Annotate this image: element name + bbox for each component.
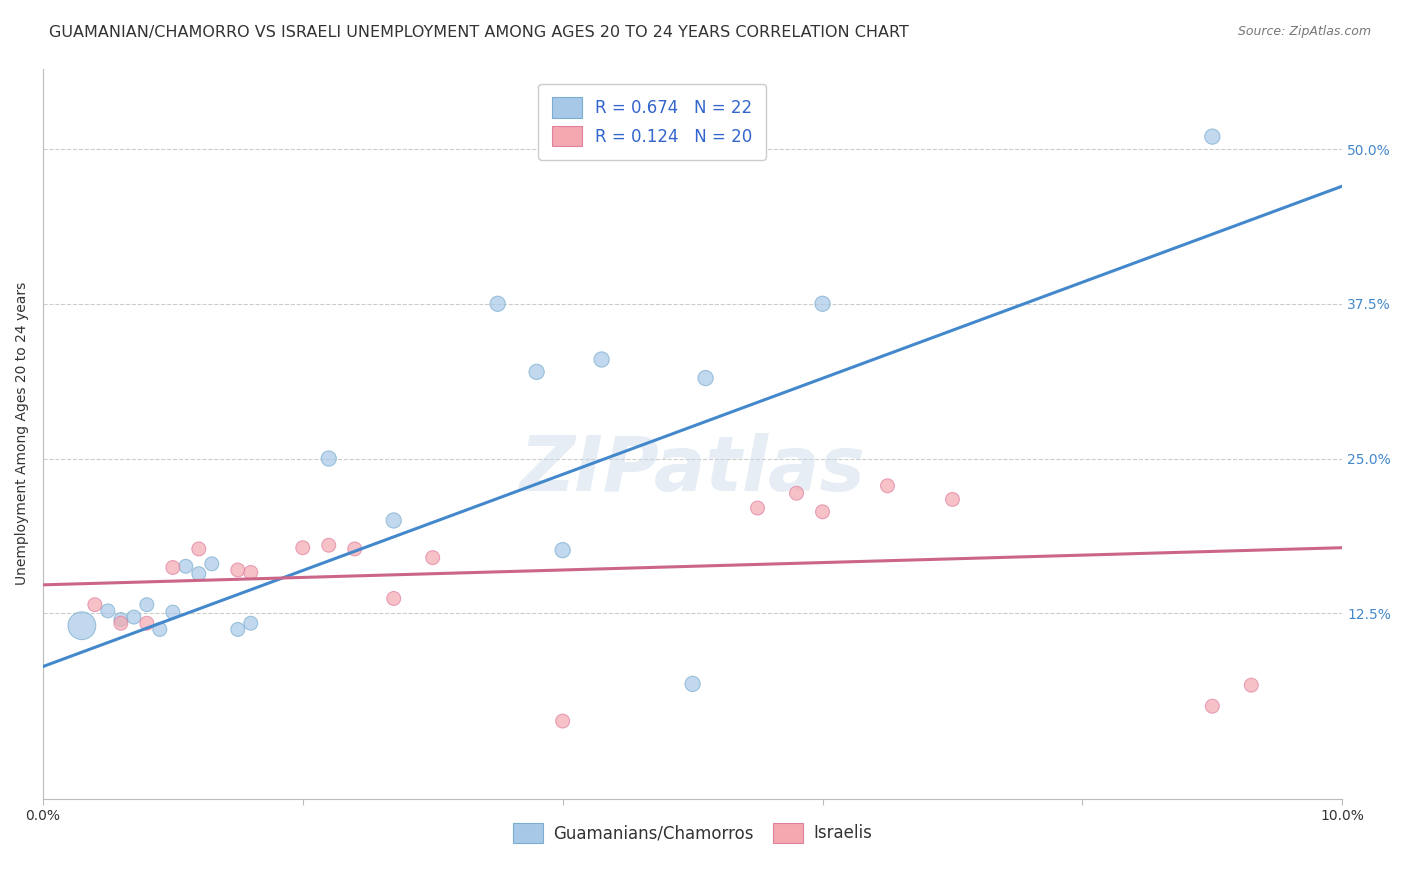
Point [551, 714, 574, 728]
Point [110, 616, 132, 631]
Point [318, 538, 340, 552]
Point [135, 616, 157, 631]
Point [226, 563, 249, 577]
Text: GUAMANIAN/CHAMORRO VS ISRAELI UNEMPLOYMENT AMONG AGES 20 TO 24 YEARS CORRELATION: GUAMANIAN/CHAMORRO VS ISRAELI UNEMPLOYME… [49, 25, 910, 40]
Point [786, 486, 808, 500]
Point [318, 451, 340, 466]
Legend: R = 0.674   N = 22, R = 0.124   N = 20: R = 0.674 N = 22, R = 0.124 N = 20 [538, 84, 766, 160]
Point [83, 598, 105, 612]
Point [695, 371, 717, 385]
Point [1240, 678, 1263, 692]
Text: ZIPatlas: ZIPatlas [520, 434, 866, 508]
Point [162, 605, 184, 619]
Point [1201, 699, 1223, 714]
Point [1201, 129, 1223, 144]
Point [174, 559, 197, 574]
Point [526, 365, 548, 379]
Point [239, 616, 262, 631]
Point [941, 492, 963, 507]
Point [591, 352, 613, 367]
Text: Source: ZipAtlas.com: Source: ZipAtlas.com [1237, 25, 1371, 38]
Point [97, 604, 120, 618]
Point [226, 623, 249, 637]
Point [291, 541, 314, 555]
Point [187, 541, 209, 556]
Point [486, 297, 509, 311]
Point [239, 566, 262, 580]
Point [876, 479, 898, 493]
Point [382, 513, 405, 527]
Point [110, 613, 132, 627]
Point [811, 297, 834, 311]
Point [162, 560, 184, 574]
Point [149, 623, 172, 637]
Point [70, 618, 93, 632]
Y-axis label: Unemployment Among Ages 20 to 24 years: Unemployment Among Ages 20 to 24 years [15, 282, 30, 585]
Point [747, 501, 769, 516]
Point [811, 505, 834, 519]
Point [122, 610, 145, 624]
Point [422, 550, 444, 565]
Point [343, 541, 366, 556]
Point [382, 591, 405, 606]
Point [682, 677, 704, 691]
Point [551, 543, 574, 558]
Point [187, 566, 209, 581]
Point [201, 557, 224, 571]
Point [135, 598, 157, 612]
